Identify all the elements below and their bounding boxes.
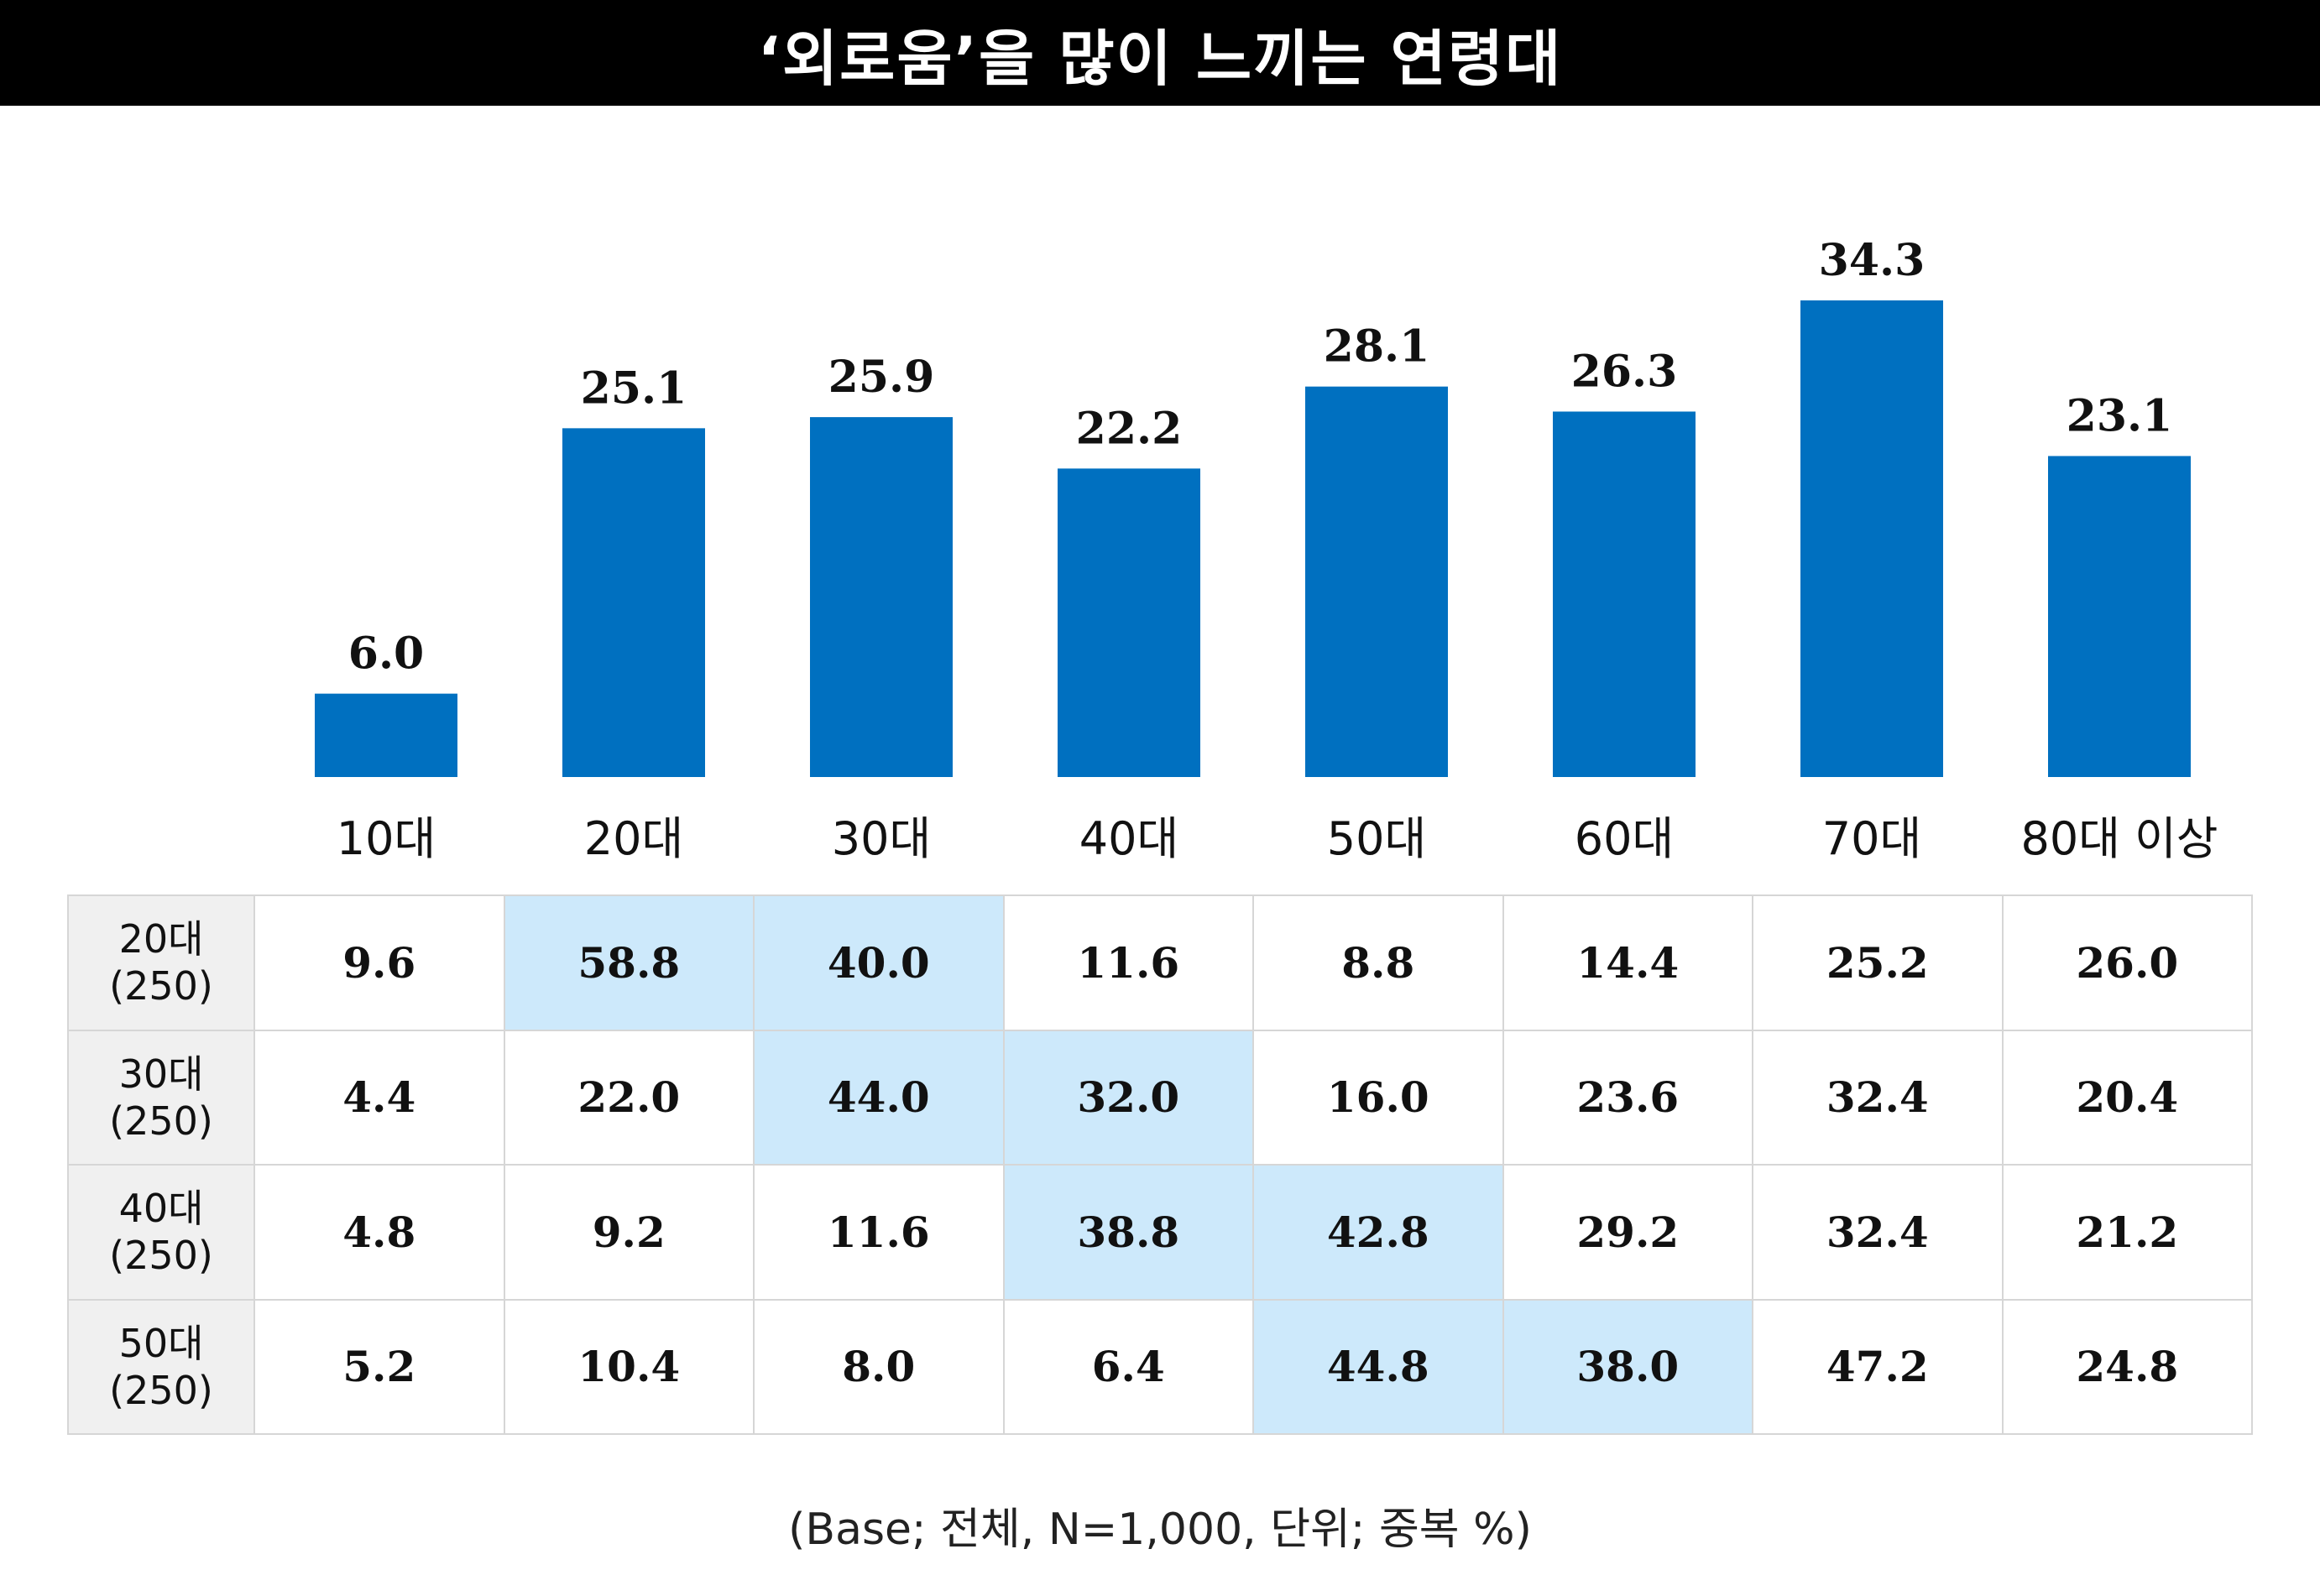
table-cell: 20.4 <box>2001 1029 2253 1166</box>
bar-4 <box>1058 468 1200 777</box>
table-body: 20대 (250) 9.6 58.8 40.0 11.6 8.8 14.4 25.2 26.0 30… <box>67 894 2253 1435</box>
bar-value-label: 25.9 <box>828 352 935 403</box>
row-age-label: 40대 <box>118 1186 204 1232</box>
row-base-label: (250) <box>109 1367 213 1413</box>
category-label: 40대 <box>1079 812 1178 865</box>
age-group-table: 20대 (250) 9.6 58.8 40.0 11.6 8.8 14.4 25.2 26.0 30… <box>67 894 2253 1435</box>
bar-value-label: 22.2 <box>1076 403 1183 454</box>
table-cell: 44.8 <box>1252 1298 1504 1435</box>
footnote: (Base; 전체, N=1,000, 단위; 중복 %) <box>788 1505 1532 1555</box>
table-cell: 21.2 <box>2001 1164 2253 1301</box>
table-cell: 38.0 <box>1502 1298 1753 1435</box>
row-age-label: 30대 <box>118 1051 204 1097</box>
bar-1 <box>315 693 457 777</box>
table-row: 20대 (250) 9.6 58.8 40.0 11.6 8.8 14.4 25.2 26.0 <box>67 894 2253 1031</box>
bar-value-label: 34.3 <box>1819 235 1925 286</box>
table-cell: 40.0 <box>753 894 1005 1031</box>
category-label: 50대 <box>1327 812 1426 865</box>
table-row: 40대 (250) 4.8 9.2 11.6 38.8 42.8 29.2 32.4 21.2 <box>67 1164 2253 1301</box>
table-cell: 44.0 <box>753 1029 1005 1166</box>
table-cell: 4.4 <box>253 1029 505 1166</box>
category-label: 80대 이상 <box>2021 812 2218 865</box>
row-base-label: (250) <box>109 1098 213 1144</box>
category-label: 60대 <box>1575 812 1674 865</box>
row-base-label: (250) <box>109 963 213 1009</box>
table-cell: 47.2 <box>1752 1298 2004 1435</box>
category-label: 30대 <box>832 812 931 865</box>
table-cell: 16.0 <box>1252 1029 1504 1166</box>
table-cell: 24.8 <box>2001 1298 2253 1435</box>
table-cell: 23.6 <box>1502 1029 1753 1166</box>
table-cell: 9.6 <box>253 894 505 1031</box>
table-cell: 42.8 <box>1252 1164 1504 1301</box>
bar-3 <box>810 417 953 777</box>
row-header: 20대 (250) <box>67 894 255 1031</box>
table-cell: 32.4 <box>1752 1029 2004 1166</box>
table-cell: 58.8 <box>503 894 755 1031</box>
table-cell: 9.2 <box>503 1164 755 1301</box>
table-row: 30대 (250) 4.4 22.0 44.0 32.0 16.0 23.6 32.4 20.4 <box>67 1029 2253 1166</box>
bar-5 <box>1305 386 1448 777</box>
chart-title: ‘외로움’을 많이 느끼는 연령대 <box>0 0 2320 106</box>
category-label: 10대 <box>337 812 436 865</box>
bar-2 <box>562 428 705 777</box>
table-cell: 6.4 <box>1002 1298 1254 1435</box>
table-cell: 25.2 <box>1752 894 2004 1031</box>
table-row: 50대 (250) 5.2 10.4 8.0 6.4 44.8 38.0 47.2 24.8 <box>67 1298 2253 1435</box>
table-cell: 5.2 <box>253 1298 505 1435</box>
bar-value-label: 23.1 <box>2067 390 2173 441</box>
bar-value-label: 25.1 <box>581 362 687 414</box>
table-cell: 32.0 <box>1002 1029 1254 1166</box>
bar-value-label: 6.0 <box>348 628 424 680</box>
category-label: 20대 <box>584 812 683 865</box>
row-header: 30대 (250) <box>67 1029 255 1166</box>
table-cell: 22.0 <box>503 1029 755 1166</box>
table-cell: 8.0 <box>753 1298 1005 1435</box>
table-cell: 32.4 <box>1752 1164 2004 1301</box>
bar-8 <box>2048 456 2191 777</box>
table-cell: 11.6 <box>753 1164 1005 1301</box>
table-cell: 4.8 <box>253 1164 505 1301</box>
row-header: 40대 (250) <box>67 1164 255 1301</box>
table-cell: 26.0 <box>2001 894 2253 1031</box>
bar-chart: 6.0 10대 25.1 20대 25.9 30대 22.2 40대 28.1 50대 26.3 60… <box>315 235 2218 865</box>
row-age-label: 20대 <box>118 916 204 962</box>
table-cell: 10.4 <box>503 1298 755 1435</box>
row-age-label: 50대 <box>118 1320 204 1366</box>
table-cell: 38.8 <box>1002 1164 1254 1301</box>
table-cell: 14.4 <box>1502 894 1753 1031</box>
bar-6 <box>1553 411 1696 777</box>
row-base-label: (250) <box>109 1233 213 1279</box>
row-header: 50대 (250) <box>67 1298 255 1435</box>
category-label: 70대 <box>1822 812 1921 865</box>
table-cell: 29.2 <box>1502 1164 1753 1301</box>
table-cell: 8.8 <box>1252 894 1504 1031</box>
table-cell: 11.6 <box>1002 894 1254 1031</box>
bar-value-label: 28.1 <box>1324 321 1430 373</box>
bar-value-label: 26.3 <box>1571 346 1678 397</box>
bar-7 <box>1800 300 1943 777</box>
